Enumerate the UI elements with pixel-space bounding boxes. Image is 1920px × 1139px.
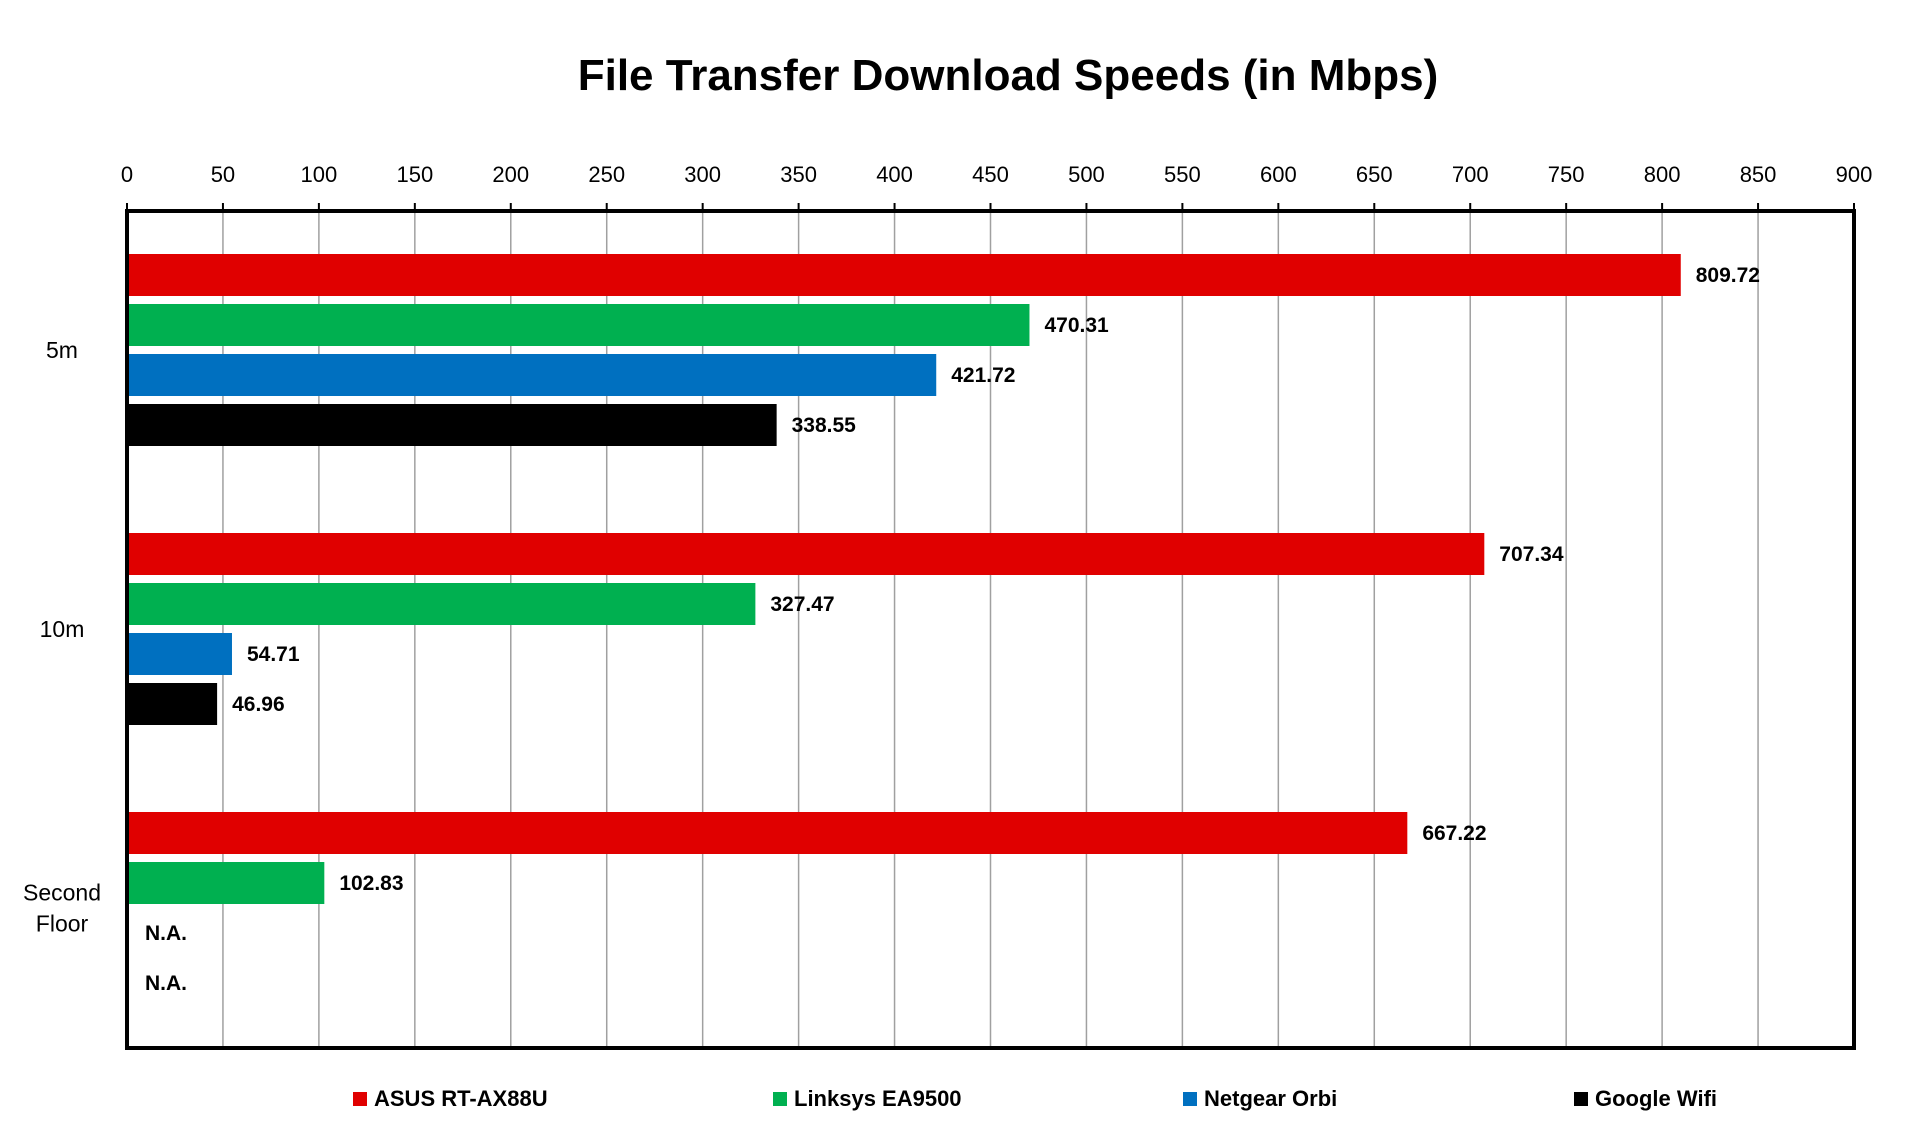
x-tick-label: 750 <box>1548 162 1585 187</box>
legend-swatch <box>773 1092 787 1106</box>
legend-label: Netgear Orbi <box>1204 1086 1337 1111</box>
data-label: 327.47 <box>770 593 834 616</box>
bar <box>129 862 325 904</box>
legend: ASUS RT-AX88U Linksys EA9500 Netgear Orbi G… <box>353 1086 1717 1111</box>
x-tick-label: 300 <box>684 162 721 187</box>
x-tick-label: 150 <box>396 162 433 187</box>
bar <box>129 254 1681 296</box>
legend-label: ASUS RT-AX88U <box>374 1086 548 1111</box>
data-label: 338.55 <box>792 414 857 437</box>
legend-swatch <box>1183 1092 1197 1106</box>
x-tick-label: 350 <box>780 162 817 187</box>
data-label: 667.22 <box>1422 822 1486 845</box>
x-tick-label: 500 <box>1068 162 1105 187</box>
data-label: 470.31 <box>1044 314 1109 337</box>
category-label: 10m <box>40 616 85 642</box>
bar <box>129 304 1030 346</box>
x-tick-label: 450 <box>972 162 1009 187</box>
legend-label: Google Wifi <box>1595 1086 1717 1111</box>
x-tick-label: 100 <box>301 162 338 187</box>
legend-label: Linksys EA9500 <box>794 1086 962 1111</box>
bar <box>129 404 777 446</box>
x-tick-label: 650 <box>1356 162 1393 187</box>
data-label: N.A. <box>145 972 187 995</box>
legend-swatch <box>353 1092 367 1106</box>
chart-title: File Transfer Download Speeds (in Mbps) <box>578 51 1439 100</box>
data-label: N.A. <box>145 922 187 945</box>
bars <box>129 254 1681 904</box>
data-label: 707.34 <box>1499 543 1564 566</box>
x-tick-label: 200 <box>492 162 529 187</box>
category-label: Second <box>23 880 101 906</box>
plot-frame <box>125 209 1856 1050</box>
x-tick-label: 700 <box>1452 162 1489 187</box>
bar <box>129 812 1408 854</box>
x-tick-label: 900 <box>1836 162 1873 187</box>
bar <box>129 683 218 725</box>
x-tick-label: 400 <box>876 162 913 187</box>
data-labels: 809.72 470.31 421.72 338.55 707.34 327.47 54.7… <box>145 264 1760 995</box>
category-label: 5m <box>46 337 78 363</box>
data-label: 46.96 <box>232 693 285 716</box>
category-labels: 5m 10m Second Floor <box>23 337 101 937</box>
data-label: 809.72 <box>1696 264 1760 287</box>
bar <box>129 583 756 625</box>
x-tick-label: 550 <box>1164 162 1201 187</box>
legend-swatch <box>1574 1092 1588 1106</box>
bar <box>129 354 937 396</box>
bar <box>129 533 1485 575</box>
x-tick-label: 250 <box>588 162 625 187</box>
category-label: Floor <box>36 911 89 937</box>
bar <box>129 633 232 675</box>
data-label: 421.72 <box>951 364 1015 387</box>
x-tick-label: 0 <box>121 162 133 187</box>
x-tick-label: 600 <box>1260 162 1297 187</box>
x-tick-label: 50 <box>211 162 235 187</box>
x-tick-label: 800 <box>1644 162 1681 187</box>
grid-lines <box>222 211 1759 1048</box>
data-label: 102.83 <box>339 872 403 895</box>
x-tick-label: 850 <box>1740 162 1777 187</box>
data-label: 54.71 <box>247 643 300 666</box>
x-axis-ticks: 0 50 100 150 200 250 300 350 400 450 500 550 600 650 7… <box>121 162 1872 211</box>
